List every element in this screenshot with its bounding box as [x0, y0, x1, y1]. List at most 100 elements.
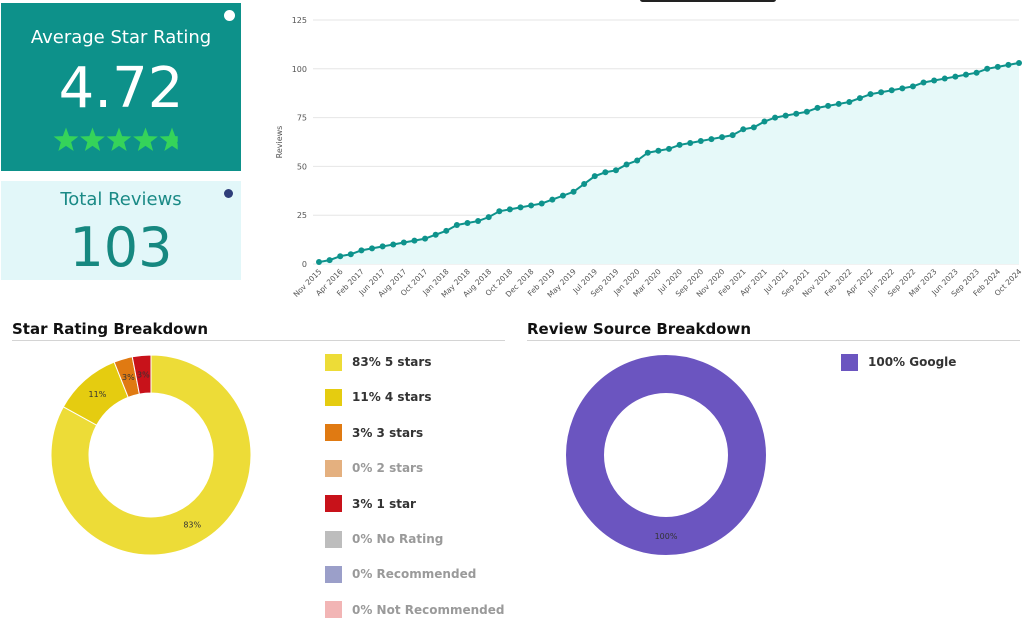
data-point[interactable] — [793, 110, 800, 117]
legend-item[interactable]: 3% 3 stars — [325, 424, 423, 442]
data-point[interactable] — [634, 157, 641, 164]
divider — [527, 340, 1020, 341]
data-point[interactable] — [347, 251, 354, 258]
data-point[interactable] — [772, 114, 779, 121]
legend-swatch — [325, 459, 342, 477]
legend-label: 0% No Rating — [352, 532, 444, 546]
data-point[interactable] — [379, 243, 386, 250]
data-point[interactable] — [411, 237, 418, 244]
data-point[interactable] — [899, 85, 906, 92]
data-point[interactable] — [1016, 59, 1022, 66]
slice-data-label: 3% — [122, 373, 135, 382]
data-point[interactable] — [803, 108, 810, 115]
data-point[interactable] — [878, 89, 885, 96]
data-point[interactable] — [358, 247, 365, 254]
slice-data-label: 11% — [89, 390, 107, 399]
legend-label: 100% Google — [868, 355, 957, 369]
legend-item[interactable]: 100% Google — [841, 353, 956, 371]
data-point[interactable] — [369, 245, 376, 252]
data-point[interactable] — [485, 214, 492, 221]
data-point[interactable] — [846, 98, 853, 105]
data-point[interactable] — [464, 220, 471, 227]
data-point[interactable] — [517, 204, 524, 211]
divider — [12, 340, 505, 341]
legend-item[interactable]: 0% No Rating — [325, 530, 443, 548]
data-point[interactable] — [570, 188, 577, 195]
data-point[interactable] — [973, 69, 980, 76]
slice-google[interactable] — [566, 355, 766, 555]
data-point[interactable] — [835, 100, 842, 107]
data-point[interactable] — [453, 221, 460, 228]
data-point[interactable] — [316, 259, 322, 266]
data-point[interactable] — [591, 173, 598, 180]
data-point[interactable] — [655, 147, 662, 154]
info-icon[interactable] — [224, 189, 233, 198]
legend-swatch — [325, 353, 342, 371]
data-point[interactable] — [612, 167, 619, 174]
data-point[interactable] — [782, 112, 789, 119]
legend-label: 3% 3 stars — [352, 425, 424, 440]
data-point[interactable] — [475, 218, 482, 225]
data-point[interactable] — [941, 75, 948, 82]
data-point[interactable] — [549, 196, 556, 203]
data-point[interactable] — [984, 65, 991, 72]
data-point[interactable] — [931, 77, 938, 84]
average-rating-value: 4.72 — [58, 56, 184, 121]
data-point[interactable] — [994, 63, 1001, 70]
data-point[interactable] — [581, 180, 588, 187]
data-point[interactable] — [666, 145, 672, 152]
slice-5-stars[interactable] — [50, 354, 252, 556]
data-point[interactable] — [496, 208, 503, 215]
data-point[interactable] — [867, 91, 874, 98]
legend-item[interactable]: 0% Recommended — [325, 565, 476, 583]
data-point[interactable] — [422, 235, 429, 242]
legend-swatch — [325, 601, 342, 619]
legend-label: 0% 2 stars — [352, 461, 424, 476]
data-point[interactable] — [697, 138, 704, 145]
data-point[interactable] — [644, 149, 651, 156]
info-icon[interactable] — [224, 10, 235, 21]
data-point[interactable] — [856, 95, 863, 102]
total-reviews-title: Total Reviews — [60, 189, 182, 210]
slice-1-star[interactable] — [131, 354, 152, 395]
data-point[interactable] — [559, 192, 566, 199]
data-point[interactable] — [432, 231, 439, 238]
data-point[interactable] — [962, 71, 969, 78]
legend-label: 0% Recommended — [352, 567, 477, 582]
data-point[interactable] — [390, 241, 397, 248]
data-point[interactable] — [814, 104, 821, 111]
data-point[interactable] — [719, 134, 726, 141]
data-point[interactable] — [909, 83, 916, 90]
data-point[interactable] — [676, 141, 683, 148]
data-point[interactable] — [623, 161, 630, 168]
y-axis-label: Reviews — [275, 126, 284, 159]
legend-item[interactable]: 11% 4 stars — [325, 388, 431, 406]
data-point[interactable] — [952, 73, 959, 80]
data-point[interactable] — [761, 118, 768, 125]
star-rating-donut-chart: 83% 11% 3% 3% — [50, 354, 252, 556]
data-point[interactable] — [825, 102, 832, 109]
data-point[interactable] — [400, 239, 407, 246]
data-point[interactable] — [750, 124, 757, 131]
data-point[interactable] — [538, 200, 545, 207]
legend-item[interactable]: 3% 1 star — [325, 495, 416, 513]
legend-item[interactable]: 0% 2 stars — [325, 459, 423, 477]
data-point[interactable] — [729, 132, 736, 139]
data-point[interactable] — [528, 202, 535, 209]
data-point[interactable] — [337, 253, 344, 260]
data-point[interactable] — [326, 257, 333, 264]
legend-item[interactable]: 83% 5 stars — [325, 353, 431, 371]
data-point[interactable] — [506, 206, 513, 213]
data-point[interactable] — [602, 169, 609, 176]
source-breakdown-title: Review Source Breakdown — [527, 320, 752, 338]
data-point[interactable] — [920, 79, 927, 86]
data-point[interactable] — [708, 136, 715, 143]
data-point[interactable] — [1005, 61, 1012, 68]
data-point[interactable] — [740, 126, 747, 133]
data-point[interactable] — [443, 227, 450, 234]
legend-item[interactable]: 0% Not Recommended — [325, 601, 505, 619]
legend-label: 11% 4 stars — [352, 390, 432, 405]
data-point[interactable] — [687, 139, 694, 146]
data-point[interactable] — [888, 87, 895, 94]
